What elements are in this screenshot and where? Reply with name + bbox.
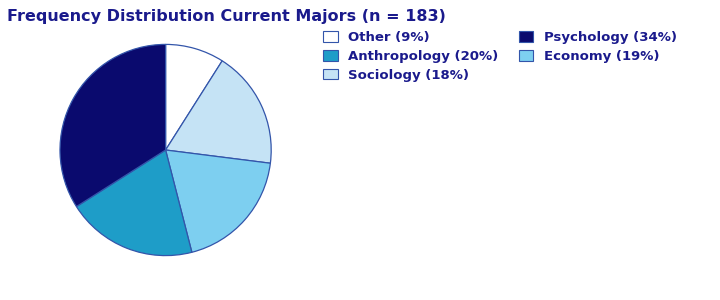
Wedge shape (166, 44, 222, 150)
Wedge shape (76, 150, 192, 256)
Text: Frequency Distribution Current Majors (n = 183): Frequency Distribution Current Majors (n… (7, 9, 446, 24)
Wedge shape (60, 44, 166, 207)
Legend: Other (9%), Anthropology (20%), Sociology (18%), Psychology (34%), Economy (19%): Other (9%), Anthropology (20%), Sociolog… (323, 31, 677, 82)
Wedge shape (166, 150, 271, 252)
Wedge shape (166, 61, 271, 163)
